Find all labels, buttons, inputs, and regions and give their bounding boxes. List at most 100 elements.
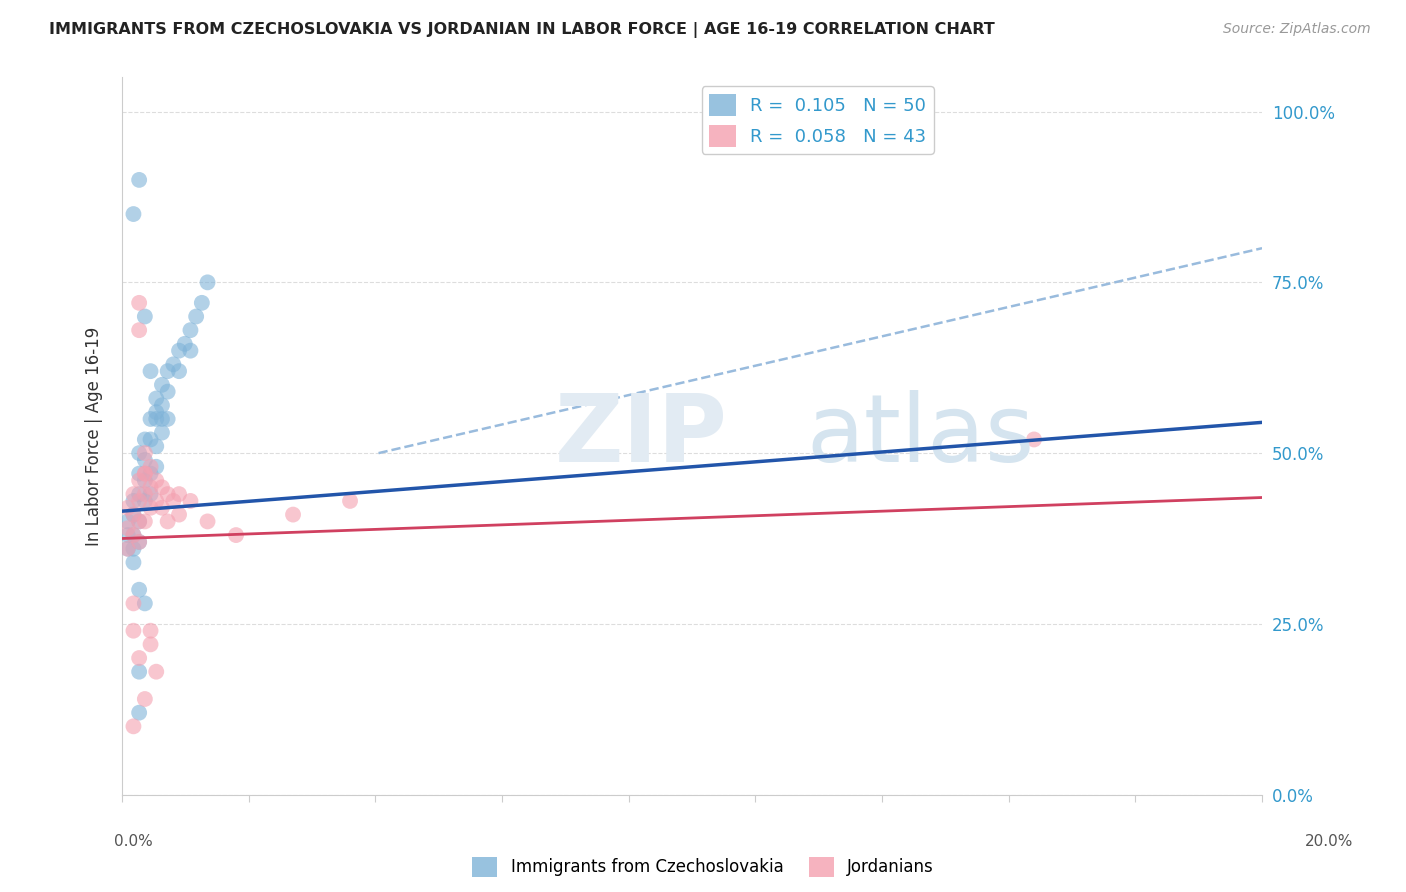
Point [145,474,167,488]
Point [134,692,156,706]
Point [128,706,150,720]
Point [134,446,156,460]
Point [128,651,150,665]
Point [145,494,167,508]
Point [122,494,145,508]
Point [122,624,145,638]
Point [179,323,201,337]
Point [117,500,139,515]
Point [281,508,304,522]
Point [117,528,139,542]
Point [134,467,156,481]
Point [134,474,156,488]
Text: ZIP: ZIP [555,390,728,482]
Text: atlas: atlas [806,390,1035,482]
Point [156,384,179,399]
Point [139,459,162,474]
Point [128,467,150,481]
Point [139,467,162,481]
Point [156,412,179,426]
Point [128,515,150,529]
Point [128,173,150,187]
Point [139,624,162,638]
Point [117,541,139,556]
Point [122,207,145,221]
Point [167,508,190,522]
Point [128,665,150,679]
Point [128,487,150,501]
Point [179,343,201,358]
Point [122,555,145,569]
Text: 0.0%: 0.0% [114,834,153,849]
Point [134,494,156,508]
Point [156,487,179,501]
Point [128,535,150,549]
Text: Source: ZipAtlas.com: Source: ZipAtlas.com [1223,22,1371,37]
Point [156,364,179,378]
Point [128,515,150,529]
Legend: R =  0.105   N = 50, R =  0.058   N = 43: R = 0.105 N = 50, R = 0.058 N = 43 [702,87,934,154]
Point [122,508,145,522]
Point [128,474,150,488]
Point [150,377,173,392]
Point [122,528,145,542]
Point [134,453,156,467]
Point [128,535,150,549]
Point [150,500,173,515]
Point [122,719,145,733]
Point [122,596,145,610]
Point [117,521,139,535]
Point [139,433,162,447]
Point [139,364,162,378]
Point [139,412,162,426]
Point [134,310,156,324]
Point [150,425,173,440]
Point [156,515,179,529]
Point [197,276,219,290]
Point [150,480,173,494]
Point [339,494,361,508]
Point [145,665,167,679]
Point [134,467,156,481]
Point [225,528,247,542]
Point [117,515,139,529]
Point [122,508,145,522]
Point [167,364,190,378]
Point [1022,433,1045,447]
Point [122,487,145,501]
Point [150,398,173,412]
Point [150,412,173,426]
Point [122,541,145,556]
Point [167,487,190,501]
Point [139,487,162,501]
Point [162,357,184,371]
Point [162,494,184,508]
Point [145,405,167,419]
Point [186,310,208,324]
Y-axis label: In Labor Force | Age 16-19: In Labor Force | Age 16-19 [86,326,103,546]
Point [128,494,150,508]
Text: 20.0%: 20.0% [1305,834,1353,849]
Point [179,494,201,508]
Point [122,528,145,542]
Point [145,459,167,474]
Point [134,515,156,529]
Point [128,446,150,460]
Point [139,637,162,651]
Point [145,392,167,406]
Point [145,439,167,453]
Point [173,336,195,351]
Legend: Immigrants from Czechoslovakia, Jordanians: Immigrants from Czechoslovakia, Jordania… [465,850,941,884]
Point [128,296,150,310]
Point [128,582,150,597]
Point [139,480,162,494]
Point [117,541,139,556]
Point [134,487,156,501]
Point [134,596,156,610]
Point [167,343,190,358]
Point [128,323,150,337]
Point [197,515,219,529]
Point [134,433,156,447]
Point [139,500,162,515]
Point [191,296,214,310]
